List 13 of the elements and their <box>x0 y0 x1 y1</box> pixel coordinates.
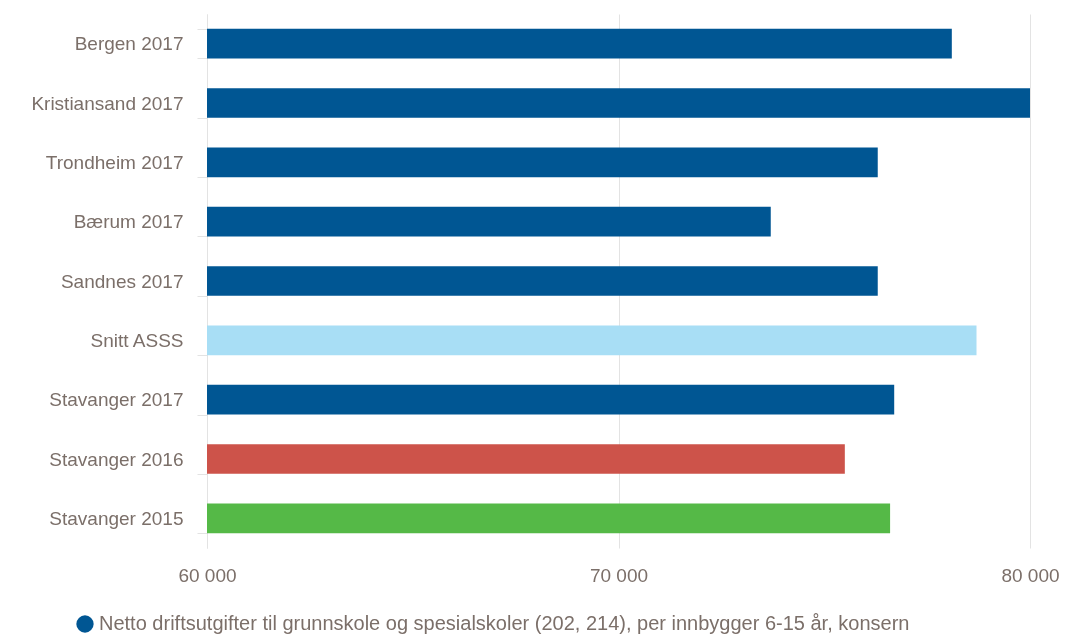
y-tick-label: Trondheim 2017 <box>45 151 184 173</box>
x-tick-label: 60 000 <box>178 564 237 586</box>
y-tick-label: Stavanger 2015 <box>49 507 184 529</box>
y-tick-label: Bærum 2017 <box>73 211 184 233</box>
y-tick-label: Bergen 2017 <box>74 33 184 55</box>
y-tick-label: Kristiansand 2017 <box>31 92 184 114</box>
y-tick-label: Sandnes 2017 <box>60 270 184 292</box>
x-tick-label: 80 000 <box>1001 564 1060 586</box>
y-tick-label: Snitt ASSS <box>90 329 184 351</box>
y-tick-label: Stavanger 2016 <box>49 448 184 470</box>
y-tick-label: Stavanger 2017 <box>49 389 184 411</box>
x-tick-label: 70 000 <box>589 564 649 586</box>
legend-label: Netto driftsutgifter til grunnskole og spesialskoler (202, 214), per innbygger 6-15 år, konsern <box>99 612 910 634</box>
